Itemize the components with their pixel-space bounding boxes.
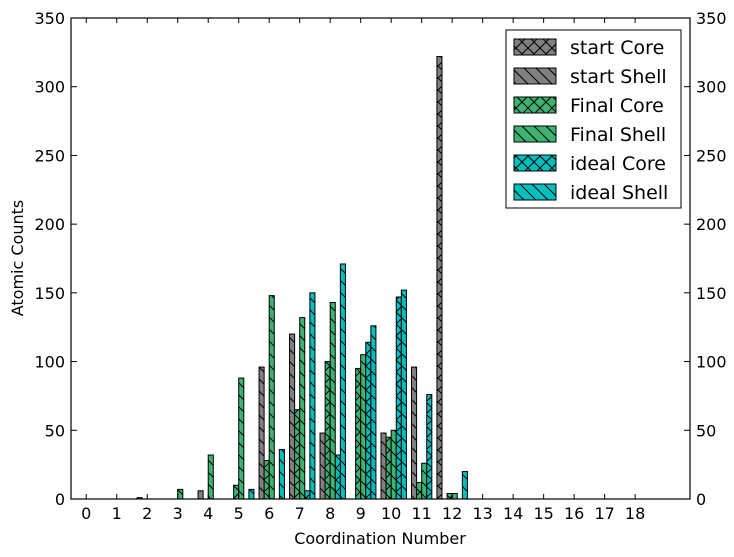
bar-ideal-shell-10 [400, 289, 407, 500]
x-tick-label: 11 [411, 504, 431, 523]
legend-entry-final-shell: Final Shell [513, 124, 666, 146]
legend-label: ideal Shell [570, 182, 668, 204]
x-axis-label: Coordination Number [294, 529, 466, 548]
x-tick-label: 8 [325, 504, 335, 523]
x-tick-label: 1 [112, 504, 122, 523]
bar-ideal-shell-7 [309, 292, 316, 500]
y-tick-label: 350 [34, 9, 65, 28]
bar-ideal-shell-9 [370, 325, 377, 500]
right-y-tick-label: 350 [696, 9, 727, 28]
bar-ideal-shell-6 [278, 449, 285, 500]
bar-start-shell-4 [197, 490, 204, 500]
x-tick-label: 18 [625, 504, 645, 523]
right-y-tick-label: 200 [696, 215, 727, 234]
bar-final-shell-9 [360, 354, 367, 500]
x-tick-label: 9 [356, 504, 366, 523]
x-tick-label: 13 [472, 504, 492, 523]
bar-ideal-core-11 [426, 394, 433, 500]
y-tick-label: 200 [34, 215, 65, 234]
legend-label: ideal Core [570, 153, 666, 175]
x-tick-label: 15 [533, 504, 553, 523]
legend-label: Final Core [570, 95, 664, 117]
bar-final-core-8 [324, 361, 331, 500]
bar-final-core-7 [294, 409, 301, 500]
x-tick-label: 6 [264, 504, 274, 523]
bar-ideal-core-7 [304, 490, 311, 500]
y-axis-label: Atomic Counts [8, 200, 27, 317]
x-tick-label: 0 [81, 504, 91, 523]
right-y-tick-label: 100 [696, 353, 727, 372]
x-tick-label: 17 [594, 504, 614, 523]
legend-label: start Shell [570, 66, 667, 88]
right-y-tick-label: 250 [696, 146, 727, 165]
x-tick-label: 10 [381, 504, 401, 523]
bars-layer [136, 55, 468, 500]
bar-start-shell-6 [258, 366, 265, 500]
x-tick-label: 2 [142, 504, 152, 523]
x-tick-label: 12 [442, 504, 462, 523]
bar-final-shell-3 [177, 488, 184, 500]
bar-final-shell-10 [390, 429, 397, 500]
bar-ideal-shell-12 [461, 471, 468, 500]
x-tick-label: 7 [295, 504, 305, 523]
x-tick-label: 3 [173, 504, 183, 523]
legend-entry-start-shell: start Shell [513, 66, 667, 88]
bar-final-core-9 [355, 367, 362, 500]
x-tick-label: 16 [564, 504, 584, 523]
bar-final-core-10 [385, 436, 392, 500]
y-tick-label: 250 [34, 146, 65, 165]
right-y-tick-label: 300 [696, 78, 727, 97]
plot-frame [70, 17, 691, 500]
y-tick-label: 300 [34, 78, 65, 97]
y-tick-label: 50 [45, 421, 65, 440]
bar-final-shell-11 [421, 462, 428, 500]
y-tick-label: 0 [55, 490, 65, 509]
bar-final-core-6 [263, 460, 270, 500]
bar-final-shell-5 [238, 377, 245, 500]
legend-entry-start-core: start Core [513, 37, 664, 59]
x-tick-label: 14 [503, 504, 523, 523]
bar-ideal-core-8 [334, 454, 341, 500]
bar-start-shell-10 [380, 432, 387, 500]
bar-final-shell-6 [268, 295, 275, 500]
bar-ideal-shell-5 [248, 488, 255, 500]
right-y-tick-label: 150 [696, 284, 727, 303]
bar-start-shell-11 [411, 366, 418, 500]
bar-final-core-5 [233, 484, 240, 500]
legend-label: start Core [570, 37, 664, 59]
bar-start-shell-7 [289, 333, 296, 500]
bar-start-core-12 [436, 55, 443, 500]
legend-label: Final Shell [570, 124, 666, 146]
bar-start-shell-8 [319, 432, 326, 500]
bar-ideal-shell-8 [339, 263, 346, 500]
legend-entry-final-core: Final Core [513, 95, 664, 117]
x-tick-label: 5 [234, 504, 244, 523]
right-y-tick-label: 50 [696, 421, 716, 440]
legend-box [505, 29, 682, 209]
legend-entry-ideal-shell: ideal Shell [513, 182, 668, 204]
bar-final-core-12 [446, 493, 453, 500]
bar-ideal-core-9 [365, 341, 372, 500]
y-tick-label: 150 [34, 284, 65, 303]
right-y-tick-label: 0 [696, 490, 706, 509]
bar-final-shell-7 [299, 317, 306, 500]
bar-final-core-11 [416, 482, 423, 500]
legend-entry-ideal-core: ideal Core [513, 153, 666, 175]
bar-ideal-core-10 [395, 296, 402, 500]
x-tick-label: 4 [203, 504, 213, 523]
bar-final-shell-8 [329, 301, 336, 500]
bar-final-shell-4 [207, 454, 214, 500]
y-tick-label: 100 [34, 353, 65, 372]
legend: start Core start Shell Final Core Final She… [505, 29, 682, 209]
bar-final-shell-12 [451, 493, 458, 500]
axes-layer: 0 1 2 3 4 5 6 7 8 9 10 11 12 13 14 15 16 17 18050100150200… [34, 9, 726, 523]
